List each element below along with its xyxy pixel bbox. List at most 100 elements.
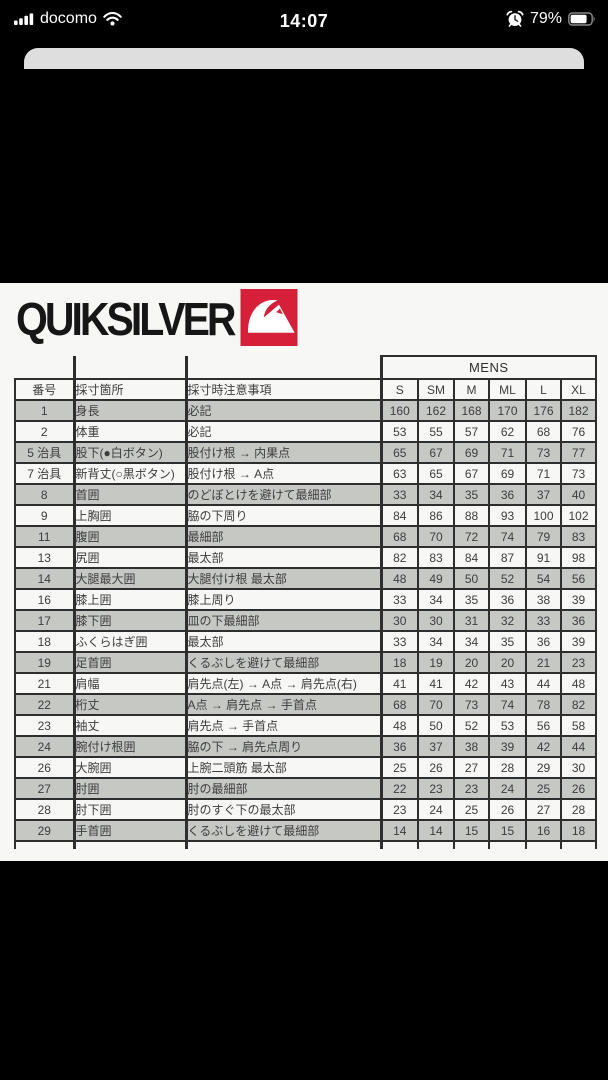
- cell-size-value: 34: [453, 630, 490, 653]
- cell-measure-point: 体重: [73, 420, 188, 443]
- cell-size-value: 77: [560, 441, 597, 464]
- cell-size-value: 68: [380, 693, 419, 716]
- cell-measure-note: くるぶしを避けて最細部: [185, 651, 383, 674]
- cell-number: 21: [14, 672, 76, 695]
- cell-number: 17: [14, 609, 76, 632]
- table-row: 21 肩幅 肩先点(左) → A点 → 肩先点(右) 41 41 42 43 44 48: [14, 672, 597, 695]
- quiksilver-logo-text: QUIKSILVER: [16, 293, 237, 346]
- cell-measure-point: 腕付け根囲: [73, 735, 188, 758]
- cell-number: 19: [14, 651, 76, 674]
- cell-size-value: 52: [453, 714, 490, 737]
- table-row: 5 治具 股下(●白ボタン) 股付け根 → 内果点 65 67 69 71 73 77: [14, 441, 597, 464]
- cell-measure-point: 足首囲: [73, 651, 188, 674]
- column-header: S: [380, 378, 419, 401]
- cell-measure-note: 脇の下周り: [185, 504, 383, 527]
- quiksilver-mountain-wave-logo: [240, 289, 298, 346]
- cell-size-value: 39: [560, 630, 597, 653]
- table-row: 19 足首囲 くるぶしを避けて最細部 18 19 20 20 21 23: [14, 651, 597, 674]
- cell-size-value: 100: [525, 504, 562, 527]
- cell-size-value: 18: [560, 819, 597, 842]
- status-bar: docomo 14:07 79%: [0, 0, 608, 44]
- table-row: 14 大腿最大囲 大腿付け根 最太部 48 49 50 52 54 56: [14, 567, 597, 590]
- cell-size-value: 168: [453, 399, 490, 422]
- table-row: 1 身長 必記 160 162 168 170 176 182: [14, 399, 597, 422]
- cell-number: 9: [14, 504, 76, 527]
- cell-size-value: 31: [453, 609, 490, 632]
- cell-number: 13: [14, 546, 76, 569]
- cell-size-value: 39: [488, 735, 527, 758]
- table-row: 17 膝下囲 皿の下最細部 30 30 31 32 33 36: [14, 609, 597, 632]
- cell-number: 22: [14, 693, 76, 716]
- cell-size-value: 39: [560, 588, 597, 611]
- cell-number: 24: [14, 735, 76, 758]
- table-row: 13 尻囲 最太部 82 83 84 87 91 98: [14, 546, 597, 569]
- cell-size-value: 28: [560, 798, 597, 821]
- cell-size-value: 35: [488, 630, 527, 653]
- cell-size-value: 91: [525, 546, 562, 569]
- stub-cell: [73, 840, 188, 849]
- cell-measure-note: 肩先点 → 手首点: [185, 714, 383, 737]
- cell-size-value: 25: [525, 777, 562, 800]
- carrier-label: docomo: [40, 10, 97, 27]
- stub-cell: [560, 840, 597, 849]
- cell-measure-note: 最太部: [185, 546, 383, 569]
- column-header: SM: [417, 378, 455, 401]
- cell-size-value: 42: [453, 672, 490, 695]
- cell-size-value: 57: [453, 420, 490, 443]
- cell-number: 5 治具: [14, 441, 76, 464]
- cell-number: 29: [14, 819, 76, 842]
- cell-size-value: 83: [417, 546, 455, 569]
- cell-measure-point: 股下(●白ボタン): [73, 441, 188, 464]
- cell-size-value: 23: [380, 798, 419, 821]
- cell-size-value: 56: [560, 567, 597, 590]
- cell-size-value: 25: [380, 756, 419, 779]
- cell-size-value: 37: [525, 483, 562, 506]
- cell-size-value: 16: [525, 819, 562, 842]
- cell-size-value: 73: [560, 462, 597, 485]
- cell-size-value: 87: [488, 546, 527, 569]
- cell-measure-note: 肘のすぐ下の最太部: [185, 798, 383, 821]
- cell-measure-point: 膝上囲: [73, 588, 188, 611]
- cell-measure-note: 股付け根 → A点: [185, 462, 383, 485]
- cell-size-value: 70: [417, 693, 455, 716]
- cell-size-value: 56: [525, 714, 562, 737]
- cell-measure-point: 上胸囲: [73, 504, 188, 527]
- cell-measure-note: 最細部: [185, 525, 383, 548]
- cell-size-value: 52: [488, 567, 527, 590]
- cell-size-value: 25: [453, 798, 490, 821]
- cell-size-value: 34: [417, 630, 455, 653]
- column-header: 採寸時注意事項: [185, 378, 383, 401]
- cell-measure-point: 膝下囲: [73, 609, 188, 632]
- cell-size-value: 55: [417, 420, 455, 443]
- cell-size-value: 98: [560, 546, 597, 569]
- cell-size-value: 58: [560, 714, 597, 737]
- cell-size-value: 73: [453, 693, 490, 716]
- cell-size-value: 20: [453, 651, 490, 674]
- cell-size-value: 74: [488, 693, 527, 716]
- cell-size-value: 38: [453, 735, 490, 758]
- cell-size-value: 35: [453, 483, 490, 506]
- cell-size-value: 43: [488, 672, 527, 695]
- table-row: 18 ふくらはぎ囲 最太部 33 34 34 35 36 39: [14, 630, 597, 653]
- cell-size-value: 48: [380, 567, 419, 590]
- cell-size-value: 35: [453, 588, 490, 611]
- cell-size-value: 15: [453, 819, 490, 842]
- cell-size-value: 65: [380, 441, 419, 464]
- cell-size-value: 67: [453, 462, 490, 485]
- cell-size-value: 79: [525, 525, 562, 548]
- cell-measure-point: 肩幅: [73, 672, 188, 695]
- cell-size-value: 69: [488, 462, 527, 485]
- cell-size-value: 28: [488, 756, 527, 779]
- cell-size-value: 53: [380, 420, 419, 443]
- band-spacer: [15, 356, 76, 380]
- cell-size-value: 36: [560, 609, 597, 632]
- wifi-icon: [103, 12, 122, 26]
- cell-measure-point: 腹囲: [73, 525, 188, 548]
- cell-size-value: 30: [417, 609, 455, 632]
- cell-measure-note: 皿の下最細部: [185, 609, 383, 632]
- cell-size-value: 73: [525, 441, 562, 464]
- cell-size-value: 27: [453, 756, 490, 779]
- cell-size-value: 23: [453, 777, 490, 800]
- column-header: ML: [488, 378, 527, 401]
